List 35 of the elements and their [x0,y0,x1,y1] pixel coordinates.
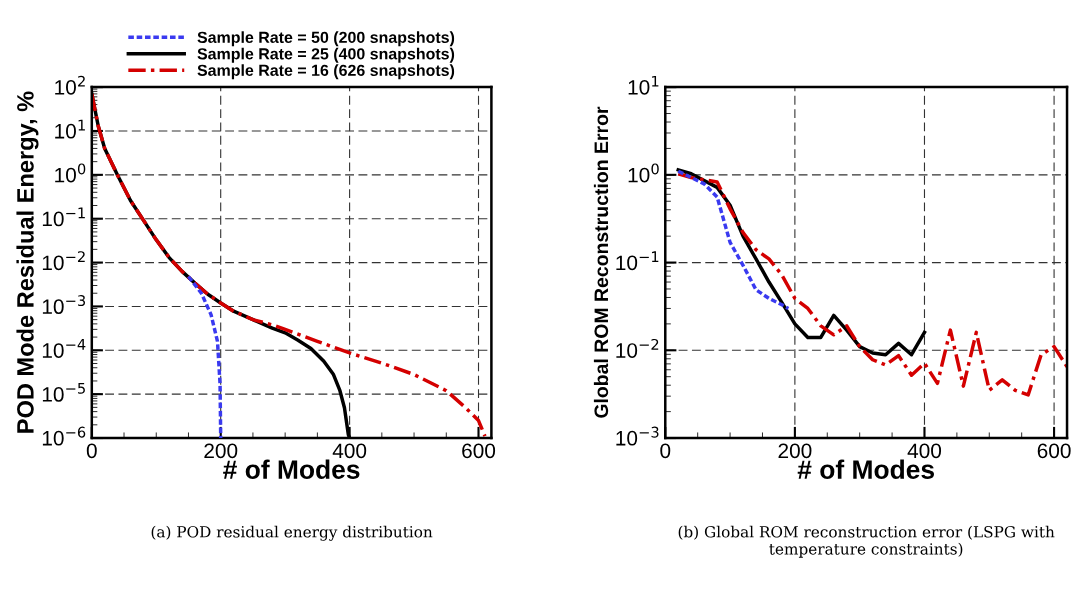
x-axis-title: # of Modes [223,459,360,479]
x-tick-label: 0 [86,443,97,459]
text: (a) POD residual energy distribution [151,525,433,541]
y-tick-label: 10$^{2}$ [55,75,85,95]
y-tick-label: 10$^{−1}$ [616,251,659,271]
legend-label: Sample Rate = 50 (200 snapshots) [197,31,455,47]
x-tick-label: 0 [660,443,671,459]
y-tick-label: 10$^{−5}$ [42,382,85,402]
legend-label: Sample Rate = 25 (400 snapshots) [197,47,455,63]
y-tick-label: 10$^{−1}$ [42,207,85,227]
line-series [186,274,223,439]
y-axis-title: Global ROM Reconstruction Error [593,106,609,418]
y-tick-label: 10$^{0}$ [628,163,659,183]
y-tick-label: 10$^{1}$ [55,119,85,139]
x-tick-label: 600 [1037,443,1071,459]
x-tick-label: 600 [462,443,496,459]
x-tick-label: 200 [778,443,812,459]
text: (b) Global ROM reconstruction error (LSPG with temperature constraints) [678,525,1055,558]
x-tick-label: 200 [204,443,238,459]
y-tick-label: 10$^{−2}$ [42,251,85,271]
y-tick-label: 10$^{0}$ [55,163,86,183]
y-tick-label: 10$^{−3}$ [616,426,659,446]
line-series [91,92,487,438]
x-tick-label: 400 [332,443,367,459]
x-tick-label: 400 [907,443,942,459]
y-tick-label: 10$^{−6}$ [42,426,86,446]
y-tick-label: 10$^{−4}$ [42,339,86,358]
y-axis-title: POD Mode Residual Energy, % [16,91,39,433]
line-series [676,171,1068,397]
y-tick-label: 10$^{−3}$ [42,295,86,315]
y-tick-label: 10$^{1}$ [628,75,659,95]
line-series [676,169,791,311]
y-tick-label: 10$^{−2}$ [616,338,659,358]
legend-label: Sample Rate = 16 (626 snapshots) [197,64,455,80]
x-axis-title: # of Modes [797,459,934,479]
